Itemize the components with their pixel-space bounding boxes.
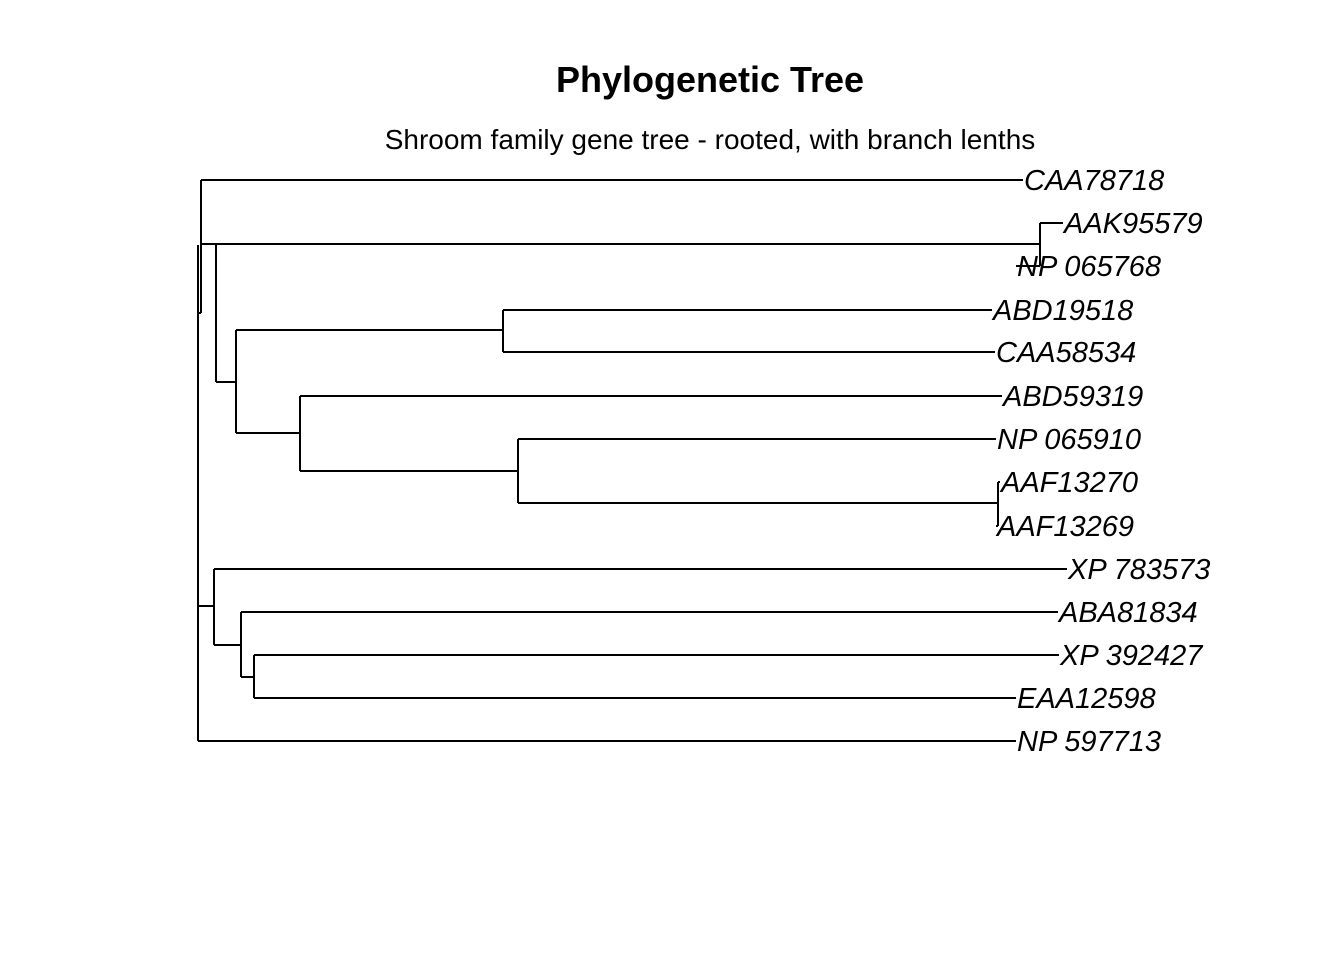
tip-label: CAA78718 [1024,165,1164,197]
tip-label: AAF13270 [999,467,1138,499]
figure-subtitle: Shroom family gene tree - rooted, with b… [385,124,1036,155]
tip-label: AAF13269 [995,511,1134,543]
tip-label: NP 597713 [1017,726,1161,758]
tip-label: NP 065910 [997,424,1141,456]
tip-label: ABD19518 [991,295,1133,327]
tip-label: NP 065768 [1017,251,1161,283]
tip-label: ABA81834 [1057,597,1198,629]
tip-label: XP 392427 [1059,640,1204,672]
tree-branches [197,179,1067,742]
tip-label: CAA58534 [996,337,1136,369]
figure-title: Phylogenetic Tree [556,59,864,100]
tip-label: XP 783573 [1067,554,1210,586]
tip-label: ABD59319 [1001,381,1143,413]
tip-labels: CAA78718 AAK95579 NP 065768 ABD19518 CAA5853… [991,165,1210,758]
tip-label: AAK95579 [1062,208,1203,240]
tip-label: EAA12598 [1017,683,1156,715]
